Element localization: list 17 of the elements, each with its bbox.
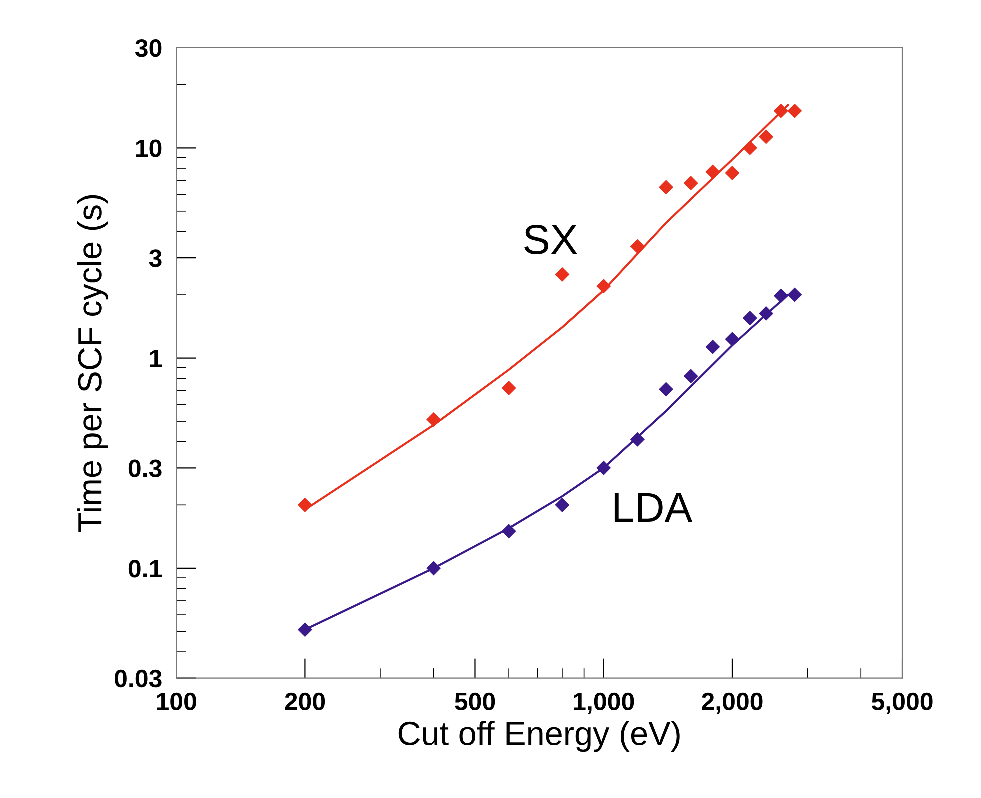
y-tick-label: 30 — [135, 39, 162, 58]
series-label: SX — [524, 224, 578, 254]
y-tick-label: 0.03 — [115, 670, 162, 688]
x-tick-label: 2,000 — [702, 692, 763, 714]
series-label: LDA — [614, 493, 693, 522]
x-tick-label: 200 — [285, 692, 326, 711]
x-tick-label: 5,000 — [872, 692, 933, 714]
y-tick-label: 3 — [149, 250, 162, 268]
x-axis-title: Cut off Energy (eV) — [398, 721, 680, 752]
y-tick-label: 10 — [136, 140, 162, 158]
x-tick-label: 500 — [455, 692, 496, 711]
y-tick-label: 1 — [150, 350, 162, 368]
y-tick-label: 0.1 — [128, 560, 162, 578]
x-tick-label: 1,000 — [574, 692, 634, 714]
y-axis-title: Time per SCF cycle (s) — [77, 195, 108, 532]
y-tick-label: 0.3 — [128, 460, 162, 478]
x-tick-label: 100 — [157, 692, 196, 711]
